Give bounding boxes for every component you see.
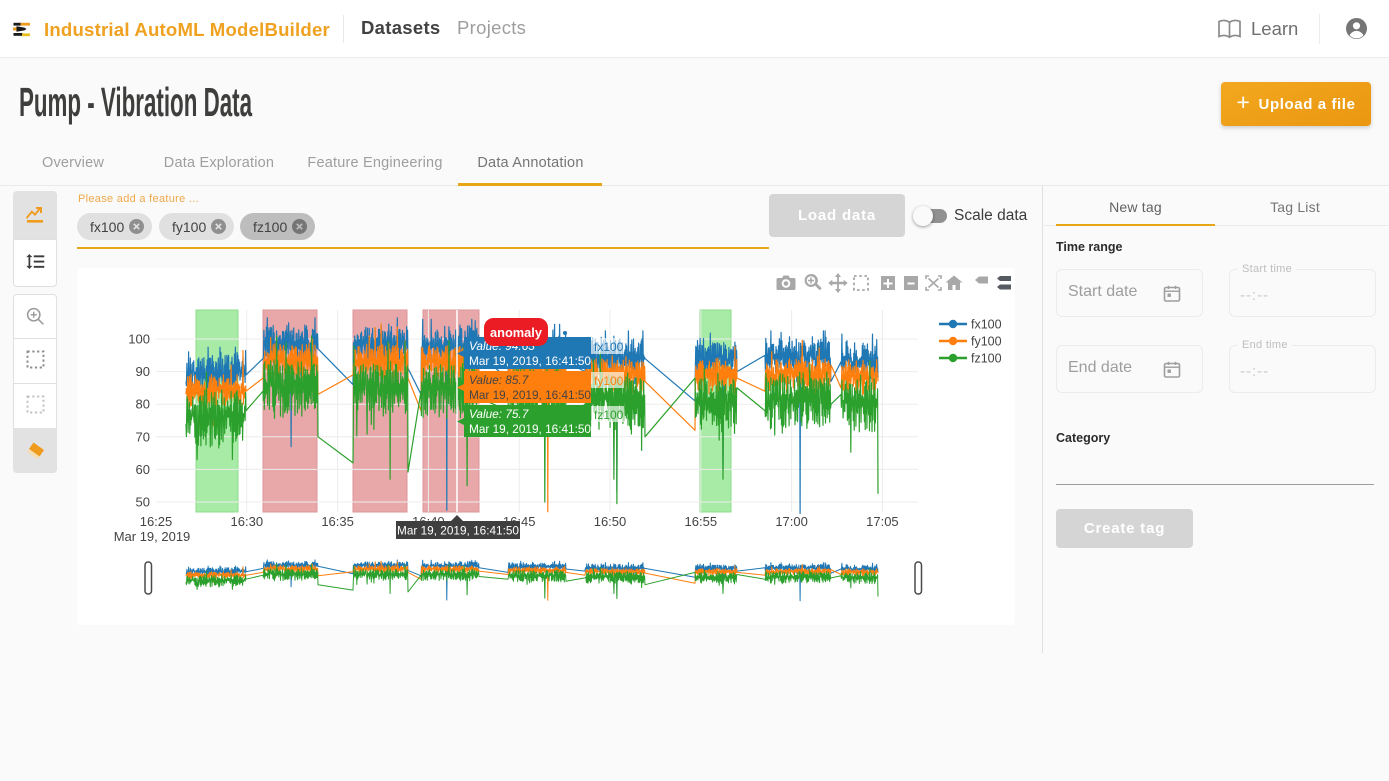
svg-text:fy100: fy100 bbox=[971, 335, 1002, 349]
svg-text:Mar 19, 2019, 16:41:50: Mar 19, 2019, 16:41:50 bbox=[397, 524, 519, 538]
svg-text:50: 50 bbox=[136, 495, 150, 510]
svg-text:16:30: 16:30 bbox=[231, 514, 264, 529]
svg-text:16:35: 16:35 bbox=[321, 514, 354, 529]
svg-text:Value: 75.7: Value: 75.7 bbox=[469, 407, 529, 421]
svg-text:16:55: 16:55 bbox=[685, 514, 718, 529]
svg-text:17:05: 17:05 bbox=[866, 514, 899, 529]
svg-text:Mar 19, 2019, 16:41:50: Mar 19, 2019, 16:41:50 bbox=[469, 422, 591, 436]
svg-text:16:50: 16:50 bbox=[594, 514, 627, 529]
svg-text:80: 80 bbox=[136, 397, 150, 412]
svg-text:17:00: 17:00 bbox=[775, 514, 808, 529]
svg-text:fz100: fz100 bbox=[594, 408, 624, 422]
svg-text:90: 90 bbox=[136, 364, 150, 379]
svg-text:100: 100 bbox=[128, 332, 150, 347]
svg-text:fx100: fx100 bbox=[971, 318, 1002, 332]
svg-text:Mar 19, 2019, 16:41:50: Mar 19, 2019, 16:41:50 bbox=[469, 388, 591, 402]
svg-text:Mar 19, 2019: Mar 19, 2019 bbox=[114, 529, 191, 544]
svg-text:60: 60 bbox=[136, 462, 150, 477]
svg-text:16:25: 16:25 bbox=[140, 514, 173, 529]
svg-text:fx100: fx100 bbox=[594, 340, 624, 354]
svg-text:anomaly: anomaly bbox=[490, 325, 543, 340]
svg-text:Value: 85.7: Value: 85.7 bbox=[469, 373, 529, 387]
svg-text:Mar 19, 2019, 16:41:50: Mar 19, 2019, 16:41:50 bbox=[469, 354, 591, 368]
svg-text:fy100: fy100 bbox=[594, 374, 624, 388]
svg-text:70: 70 bbox=[136, 429, 150, 444]
svg-text:fz100: fz100 bbox=[971, 352, 1002, 366]
